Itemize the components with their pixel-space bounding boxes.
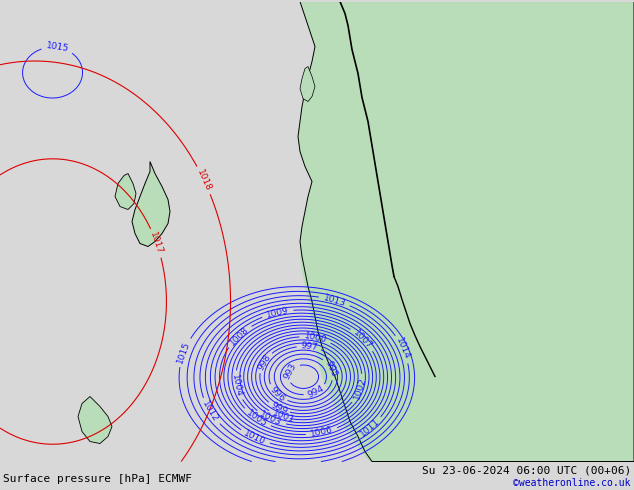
Text: 1008: 1008 bbox=[228, 324, 250, 347]
Text: 1000: 1000 bbox=[303, 331, 328, 345]
Polygon shape bbox=[115, 173, 136, 210]
Text: 1013: 1013 bbox=[322, 293, 347, 308]
Text: 1002: 1002 bbox=[352, 376, 368, 401]
Text: Surface pressure [hPa] ECMWF: Surface pressure [hPa] ECMWF bbox=[3, 474, 192, 484]
Text: 994: 994 bbox=[306, 384, 325, 400]
Polygon shape bbox=[310, 1, 634, 462]
Text: 1009: 1009 bbox=[266, 306, 290, 319]
Text: 1012: 1012 bbox=[200, 399, 220, 424]
Text: 1015: 1015 bbox=[45, 41, 69, 53]
Text: 1014: 1014 bbox=[394, 337, 411, 361]
Text: 996: 996 bbox=[268, 385, 287, 403]
Polygon shape bbox=[300, 67, 315, 101]
Text: 997: 997 bbox=[300, 341, 318, 352]
Text: 1006: 1006 bbox=[309, 425, 334, 440]
Text: 1010: 1010 bbox=[243, 428, 267, 447]
Polygon shape bbox=[298, 1, 634, 462]
Polygon shape bbox=[78, 396, 112, 443]
Text: Su 23-06-2024 06:00 UTC (00+06): Su 23-06-2024 06:00 UTC (00+06) bbox=[422, 466, 631, 475]
Polygon shape bbox=[300, 1, 525, 462]
Text: ©weatheronline.co.uk: ©weatheronline.co.uk bbox=[514, 478, 631, 488]
Text: 993: 993 bbox=[282, 362, 298, 381]
Text: 1018: 1018 bbox=[195, 168, 213, 193]
Text: 1017: 1017 bbox=[148, 231, 164, 255]
Text: 1001: 1001 bbox=[271, 409, 296, 425]
Text: 999: 999 bbox=[269, 401, 289, 416]
Text: 1007: 1007 bbox=[352, 328, 374, 350]
Text: 995: 995 bbox=[323, 359, 338, 379]
Text: 1003: 1003 bbox=[259, 410, 283, 428]
Text: 1005: 1005 bbox=[245, 408, 269, 429]
Text: 998: 998 bbox=[256, 352, 272, 372]
Polygon shape bbox=[132, 162, 170, 246]
Text: 1011: 1011 bbox=[358, 417, 381, 439]
Text: 1015: 1015 bbox=[176, 340, 192, 365]
Text: 1004: 1004 bbox=[230, 373, 243, 397]
